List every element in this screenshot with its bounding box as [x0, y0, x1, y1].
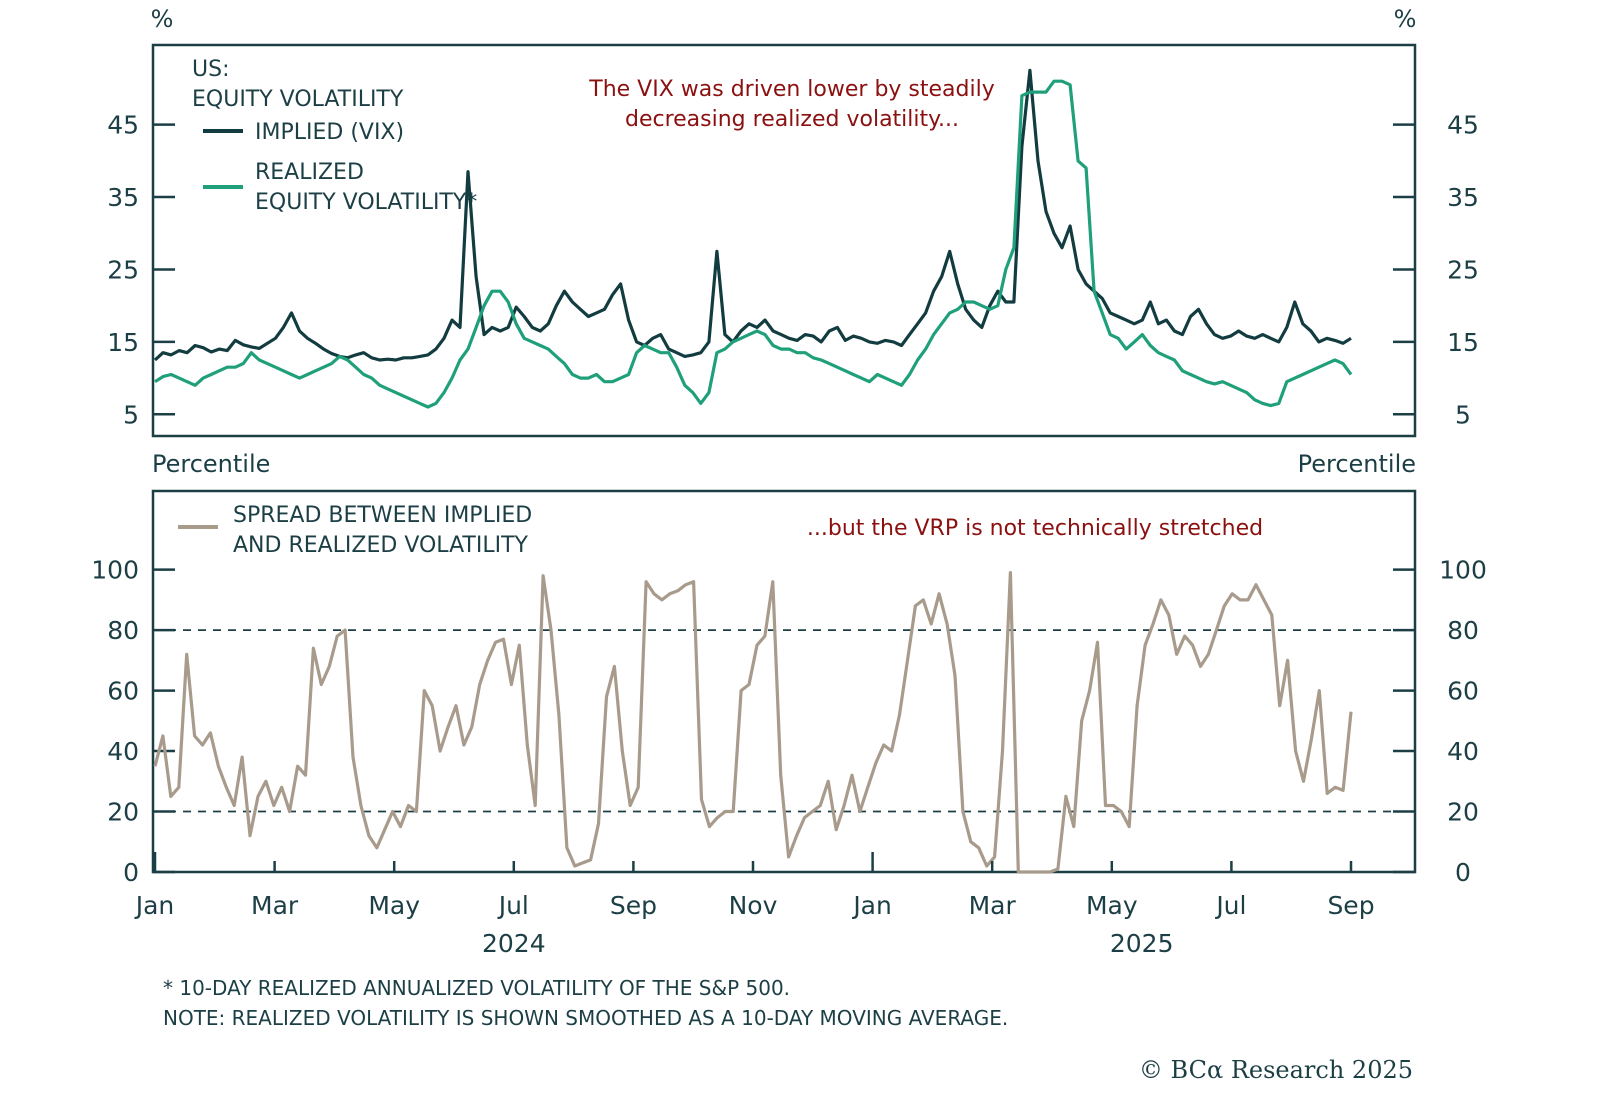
- x-year-label: 2024: [482, 929, 546, 958]
- x-tick-label: Mar: [969, 891, 1017, 920]
- top-right-unit-label: %: [1394, 5, 1417, 33]
- x-tick-label: Sep: [610, 891, 657, 920]
- x-tick-label: May: [368, 891, 420, 920]
- top-annotation-line-1: The VIX was driven lower by steadily: [588, 77, 995, 102]
- copyright-credit: © BCα Research 2025: [1139, 1056, 1413, 1084]
- x-year-label: 2025: [1110, 929, 1174, 958]
- x-tick-label: Jan: [134, 891, 175, 920]
- bottom-annotation: ...but the VRP is not technically stretc…: [807, 516, 1263, 541]
- y-tick-label-right: 80: [1447, 616, 1479, 645]
- legend-label-spread-line-1: SPREAD BETWEEN IMPLIED: [233, 503, 532, 528]
- top-panel-frame: [151, 43, 1417, 438]
- top-series-group: [153, 68, 1353, 409]
- bottom-right-unit-label: Percentile: [1298, 450, 1416, 478]
- y-tick-label-right: 0: [1455, 858, 1471, 887]
- y-tick-label-right: 20: [1447, 798, 1479, 827]
- x-tick-label: Nov: [729, 891, 778, 920]
- y-tick-label-right: 100: [1439, 556, 1487, 585]
- x-tick-label: Jul: [497, 891, 529, 920]
- legend-title-line-1: US:: [192, 57, 229, 82]
- legend-title-line-2: EQUITY VOLATILITY: [192, 87, 404, 112]
- footnote-2: NOTE: REALIZED VOLATILITY IS SHOWN SMOOT…: [163, 1006, 1008, 1030]
- footnote-1: * 10-DAY REALIZED ANNUALIZED VOLATILITY …: [163, 976, 790, 1000]
- y-tick-label-left: 100: [91, 556, 139, 585]
- x-tick-label: Sep: [1327, 891, 1374, 920]
- top-annotation-line-2: decreasing realized volatility...: [625, 107, 959, 132]
- y-tick-label-right: 35: [1447, 183, 1479, 212]
- y-tick-label-left: 40: [107, 737, 139, 766]
- bottom-y-axis: 0 0 20 20 40 40 60 60 80 80 100 100: [91, 556, 1487, 887]
- y-tick-label-left: 80: [107, 616, 139, 645]
- legend-label-realized-line-1: REALIZED: [255, 160, 364, 185]
- x-tick-label: May: [1086, 891, 1138, 920]
- y-tick-label-right: 25: [1447, 255, 1479, 284]
- y-tick-label-right: 15: [1447, 328, 1479, 357]
- bottom-series-group: [153, 571, 1353, 874]
- reference-lines: [153, 629, 1415, 813]
- x-tick-label: Jul: [1214, 891, 1246, 920]
- y-tick-label-right: 60: [1447, 677, 1479, 706]
- x-tick-label: Mar: [251, 891, 299, 920]
- y-tick-label-left: 35: [107, 183, 139, 212]
- top-legend: US: EQUITY VOLATILITY IMPLIED (VIX) REAL…: [192, 57, 477, 215]
- y-tick-label-left: 5: [123, 400, 139, 429]
- y-tick-label-left: 15: [107, 328, 139, 357]
- legend-label-implied: IMPLIED (VIX): [255, 120, 404, 145]
- y-tick-label-left: 25: [107, 255, 139, 284]
- bottom-legend: SPREAD BETWEEN IMPLIED AND REALIZED VOLA…: [178, 503, 532, 558]
- y-tick-label-left: 0: [123, 858, 139, 887]
- y-tick-label-left: 60: [107, 677, 139, 706]
- legend-label-spread-line-2: AND REALIZED VOLATILITY: [233, 533, 529, 558]
- y-tick-label-left: 45: [107, 111, 139, 140]
- x-axis: Jan Mar May Jul Sep Nov Jan Mar May Jul Sep 2024 202…: [134, 852, 1375, 958]
- series-line-spread: [153, 571, 1353, 874]
- y-tick-label-left: 20: [107, 798, 139, 827]
- series-line-implied: [153, 68, 1352, 362]
- x-tick-label: Jan: [851, 891, 892, 920]
- legend-label-realized-line-2: EQUITY VOLATILITY*: [255, 190, 477, 215]
- y-tick-label-right: 5: [1455, 400, 1471, 429]
- series-line-realized: [154, 79, 1353, 409]
- top-y-axis: 5 5 15 15 25 25 35 35 45 45: [107, 111, 1479, 430]
- y-tick-label-right: 45: [1447, 111, 1479, 140]
- top-left-unit-label: %: [151, 5, 174, 33]
- bottom-panel-frame: [151, 489, 1417, 874]
- bottom-left-unit-label: Percentile: [152, 450, 270, 478]
- y-tick-label-right: 40: [1447, 737, 1479, 766]
